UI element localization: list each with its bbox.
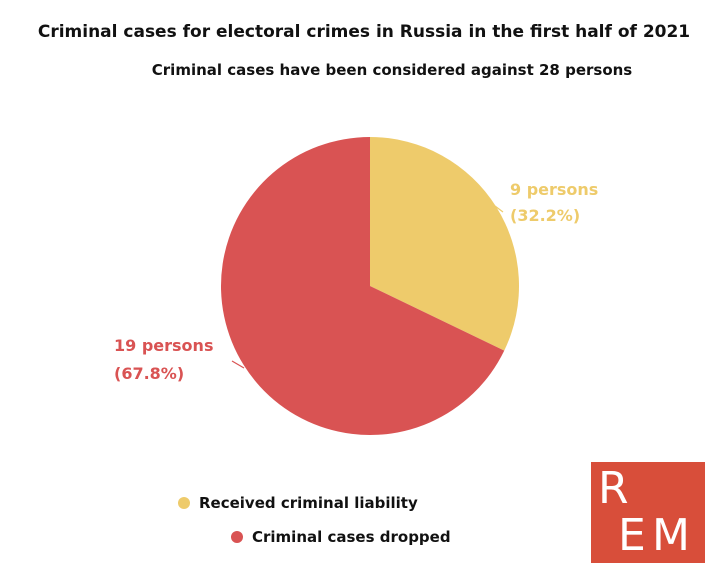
legend-label-received: Received criminal liability — [199, 494, 418, 512]
label-leaders — [231, 205, 504, 369]
legend-marker-received — [178, 497, 190, 509]
leader-line-received — [494, 205, 504, 213]
logo-letter-r: R — [598, 463, 629, 514]
logo-letter-m: M — [652, 510, 690, 561]
legend-label-dropped: Criminal cases dropped — [252, 528, 451, 546]
legend-item-dropped: Criminal cases dropped — [231, 528, 451, 546]
chart-subtitle: Criminal cases have been considered agai… — [151, 61, 633, 79]
pie-slice-dropped — [220, 136, 505, 436]
data-label-count-received: 9 persons — [510, 180, 598, 199]
data-label-dropped: 19 persons (67.8%) — [114, 336, 213, 383]
pie-slices — [220, 136, 519, 436]
legend-marker-dropped — [231, 531, 243, 543]
chart-title: Criminal cases for electoral crimes in R… — [37, 22, 691, 42]
logo-letter-e: E — [618, 510, 646, 561]
leader-line-dropped — [231, 360, 245, 369]
pie-slice-received — [370, 137, 519, 351]
data-label-count-dropped: 19 persons — [114, 336, 213, 355]
data-label-percent-dropped: (67.8%) — [114, 364, 184, 383]
rem-logo: R E M — [591, 462, 705, 563]
data-label-received: 9 persons (32.2%) — [510, 180, 598, 225]
data-label-percent-received: (32.2%) — [510, 206, 580, 225]
legend-item-received: Received criminal liability — [178, 494, 418, 512]
